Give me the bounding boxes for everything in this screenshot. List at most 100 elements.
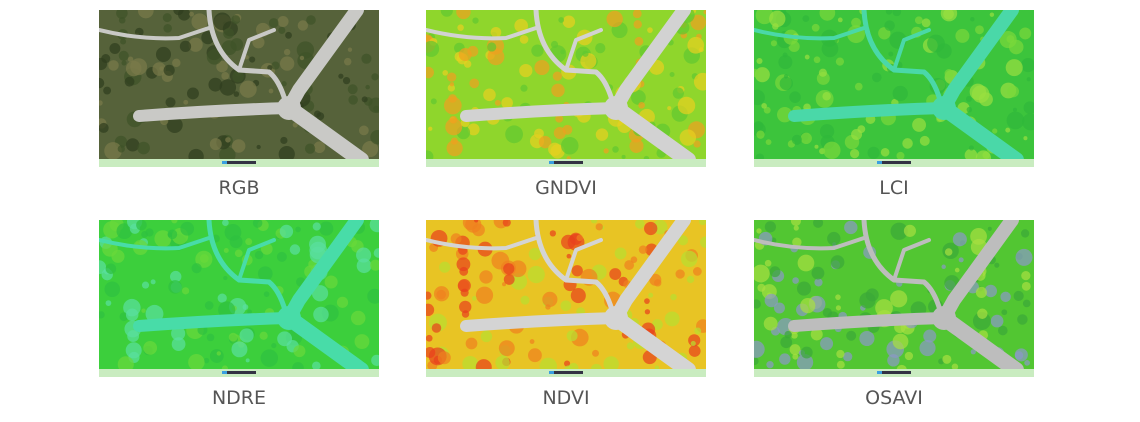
texture bbox=[880, 147, 890, 157]
texture bbox=[800, 298, 816, 314]
texture bbox=[648, 292, 654, 298]
texture bbox=[773, 302, 785, 314]
texture bbox=[644, 298, 650, 304]
texture bbox=[955, 28, 970, 43]
plaza bbox=[277, 306, 301, 330]
texture bbox=[254, 250, 264, 260]
texture bbox=[249, 56, 256, 63]
texture bbox=[631, 90, 646, 105]
texture bbox=[570, 288, 586, 304]
texture bbox=[679, 129, 697, 146]
texture bbox=[350, 310, 366, 326]
texture bbox=[902, 138, 913, 149]
texture bbox=[456, 10, 471, 20]
texture bbox=[819, 10, 836, 21]
texture bbox=[150, 279, 156, 285]
path-area bbox=[460, 312, 622, 332]
texture bbox=[796, 281, 812, 296]
texture bbox=[1021, 58, 1034, 73]
texture bbox=[271, 343, 277, 349]
texture bbox=[634, 36, 644, 46]
texture bbox=[851, 17, 861, 28]
texture bbox=[154, 230, 172, 248]
caption: RGB bbox=[218, 177, 260, 199]
texture bbox=[436, 289, 446, 300]
texture bbox=[457, 279, 471, 293]
texture bbox=[563, 360, 571, 367]
texture bbox=[698, 220, 706, 226]
texture bbox=[498, 340, 515, 357]
texture bbox=[223, 275, 228, 281]
texture bbox=[675, 269, 685, 279]
texture bbox=[534, 59, 550, 76]
texture bbox=[548, 142, 562, 156]
texture bbox=[994, 262, 1000, 268]
texture bbox=[797, 254, 815, 272]
texture bbox=[163, 24, 172, 33]
texture bbox=[257, 266, 273, 282]
texture bbox=[561, 234, 576, 250]
texture bbox=[912, 118, 927, 132]
texture bbox=[754, 340, 765, 358]
texture bbox=[756, 57, 763, 65]
texture bbox=[811, 23, 820, 32]
texture bbox=[822, 307, 832, 318]
texture bbox=[472, 17, 479, 24]
texture bbox=[975, 286, 987, 298]
texture bbox=[356, 258, 372, 274]
texture bbox=[145, 228, 154, 237]
texture bbox=[216, 60, 228, 73]
texture bbox=[137, 10, 154, 19]
texture bbox=[279, 56, 295, 71]
texture bbox=[571, 265, 583, 277]
texture bbox=[647, 27, 653, 33]
texture bbox=[367, 288, 379, 304]
texture bbox=[941, 264, 946, 270]
texture bbox=[167, 229, 178, 240]
path-area bbox=[892, 28, 931, 72]
texture bbox=[463, 60, 472, 68]
texture bbox=[890, 290, 908, 308]
texture bbox=[137, 141, 150, 155]
texture bbox=[233, 91, 240, 97]
texture bbox=[549, 230, 556, 237]
texture bbox=[835, 294, 841, 300]
texture bbox=[171, 326, 186, 341]
texture bbox=[306, 15, 316, 25]
texture bbox=[1022, 299, 1031, 308]
texture bbox=[612, 146, 619, 153]
texture bbox=[756, 228, 762, 234]
texture bbox=[503, 273, 515, 285]
map-image bbox=[99, 10, 379, 167]
texture bbox=[460, 288, 469, 297]
texture bbox=[437, 351, 451, 365]
texture bbox=[779, 76, 793, 91]
texture bbox=[354, 334, 370, 350]
texture bbox=[633, 20, 642, 29]
texture bbox=[1022, 113, 1034, 131]
texture bbox=[117, 356, 134, 373]
texture bbox=[281, 81, 287, 87]
texture bbox=[766, 361, 774, 369]
path-area bbox=[564, 238, 603, 282]
texture bbox=[919, 339, 936, 357]
texture bbox=[811, 266, 825, 280]
path-area bbox=[936, 100, 1024, 167]
path-area bbox=[237, 238, 276, 282]
texture bbox=[754, 67, 770, 83]
texture bbox=[1017, 314, 1028, 325]
texture bbox=[624, 260, 635, 270]
texture bbox=[1021, 281, 1031, 291]
panel: RGB bbox=[99, 10, 379, 199]
texture bbox=[277, 331, 293, 347]
texture bbox=[225, 137, 231, 143]
map-image bbox=[426, 220, 706, 377]
texture bbox=[770, 40, 778, 47]
texture bbox=[271, 61, 280, 70]
texture bbox=[239, 80, 257, 98]
scale-bar bbox=[877, 161, 911, 164]
panel: GNDVI bbox=[426, 10, 706, 199]
texture bbox=[921, 18, 931, 28]
texture bbox=[171, 337, 186, 352]
texture bbox=[835, 305, 842, 311]
